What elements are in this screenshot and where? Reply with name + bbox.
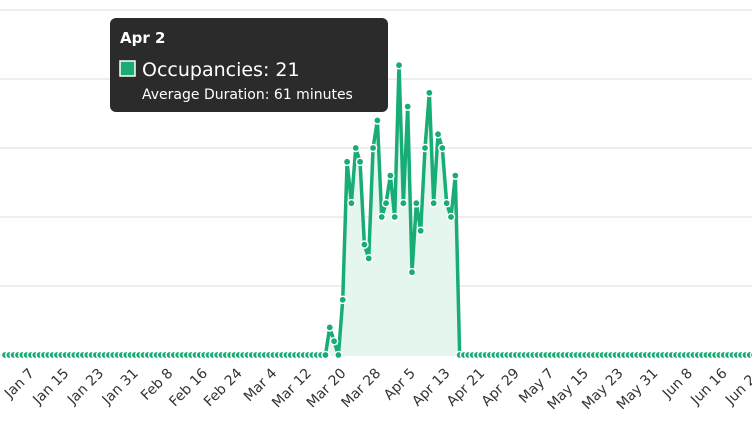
point [446, 212, 456, 222]
point [412, 198, 421, 208]
point [390, 212, 400, 222]
point [451, 171, 460, 180]
point [416, 226, 425, 236]
point [438, 143, 447, 153]
x-tick-label: Mar 28 [338, 366, 384, 412]
point [368, 143, 378, 153]
tooltip-box [110, 18, 388, 112]
point [325, 323, 335, 332]
point [342, 157, 352, 167]
x-tick-label: Jun 24 [722, 365, 752, 408]
point [347, 198, 356, 208]
point [355, 157, 365, 167]
point [420, 143, 430, 153]
tooltip-line: Occupancies: 21 [142, 59, 300, 81]
x-tick-label: Jan 15 [29, 366, 72, 409]
x-tick-label: Apr 29 [479, 366, 523, 410]
point [329, 336, 339, 346]
point [364, 254, 374, 263]
x-tick-label: Jun 16 [687, 365, 730, 408]
point [360, 240, 369, 249]
x-tick-label: Apr 13 [409, 366, 453, 410]
x-tick-label: Feb 24 [201, 365, 246, 410]
point [334, 350, 343, 360]
tooltip-swatch [119, 60, 136, 77]
area [5, 65, 752, 355]
point [373, 116, 382, 125]
point [351, 143, 361, 153]
point [403, 102, 412, 111]
point [407, 267, 417, 277]
x-tick-label: Apr 21 [444, 366, 488, 410]
tooltip-title: Apr 2 [120, 29, 165, 47]
point [381, 198, 391, 208]
point [394, 60, 404, 70]
tooltip: Apr 2 Occupancies: 21 Average Duration: … [110, 18, 388, 112]
point [386, 171, 395, 180]
point [399, 198, 408, 208]
point [425, 88, 434, 98]
point [377, 212, 387, 222]
point [338, 295, 348, 305]
point [429, 198, 438, 208]
x-tick-label: Jan 31 [99, 366, 142, 409]
x-tick-label: Jan 23 [64, 366, 107, 409]
point [442, 198, 451, 208]
point [433, 129, 443, 139]
point [321, 350, 330, 360]
tooltip-line: Average Duration: 61 minutes [142, 87, 353, 103]
